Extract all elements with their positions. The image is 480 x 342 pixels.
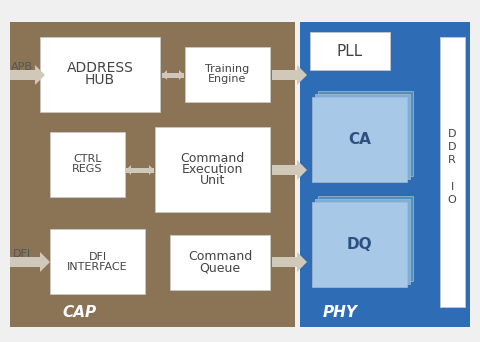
FancyBboxPatch shape <box>10 22 295 327</box>
FancyBboxPatch shape <box>315 199 410 284</box>
Text: REGS: REGS <box>72 165 103 174</box>
Text: APB: APB <box>11 62 33 72</box>
FancyBboxPatch shape <box>300 22 470 327</box>
FancyBboxPatch shape <box>272 165 297 175</box>
Text: HUB: HUB <box>85 74 115 88</box>
Text: DQ: DQ <box>347 237 372 252</box>
Polygon shape <box>297 65 307 85</box>
Text: CTRL: CTRL <box>73 155 102 165</box>
Text: ADDRESS: ADDRESS <box>67 62 133 76</box>
Polygon shape <box>40 252 50 272</box>
FancyBboxPatch shape <box>272 70 297 80</box>
Text: DFI: DFI <box>13 249 31 259</box>
FancyBboxPatch shape <box>312 97 407 182</box>
FancyBboxPatch shape <box>10 257 40 267</box>
FancyBboxPatch shape <box>40 37 160 112</box>
Text: Training: Training <box>205 65 250 75</box>
Text: PHY: PHY <box>323 305 358 320</box>
Text: Unit: Unit <box>200 174 225 187</box>
Text: Execution: Execution <box>182 163 243 176</box>
Text: CAP: CAP <box>63 305 97 320</box>
FancyBboxPatch shape <box>162 73 179 78</box>
Text: Command: Command <box>180 152 245 165</box>
FancyBboxPatch shape <box>50 132 125 197</box>
Polygon shape <box>179 70 184 80</box>
FancyBboxPatch shape <box>310 32 390 70</box>
FancyBboxPatch shape <box>131 168 154 172</box>
Text: Engine: Engine <box>208 75 247 84</box>
FancyBboxPatch shape <box>50 229 145 294</box>
Polygon shape <box>35 65 45 85</box>
FancyBboxPatch shape <box>440 37 465 307</box>
FancyBboxPatch shape <box>126 168 149 172</box>
Polygon shape <box>162 70 167 80</box>
FancyBboxPatch shape <box>312 202 407 287</box>
FancyBboxPatch shape <box>315 94 410 179</box>
Polygon shape <box>149 165 154 175</box>
Text: D
D
R

I
O: D D R I O <box>448 129 456 205</box>
FancyBboxPatch shape <box>318 196 413 281</box>
Polygon shape <box>126 165 131 175</box>
Text: DFI: DFI <box>88 251 107 262</box>
FancyBboxPatch shape <box>272 257 297 267</box>
FancyBboxPatch shape <box>10 70 35 80</box>
Polygon shape <box>297 252 307 272</box>
Text: Queue: Queue <box>199 262 240 275</box>
Text: CA: CA <box>348 132 371 147</box>
Text: INTERFACE: INTERFACE <box>67 262 128 272</box>
FancyBboxPatch shape <box>185 47 270 102</box>
Text: PLL: PLL <box>337 43 363 58</box>
Text: Command: Command <box>188 250 252 263</box>
Polygon shape <box>297 160 307 180</box>
FancyBboxPatch shape <box>170 235 270 290</box>
FancyBboxPatch shape <box>318 91 413 176</box>
FancyBboxPatch shape <box>167 73 184 78</box>
FancyBboxPatch shape <box>155 127 270 212</box>
